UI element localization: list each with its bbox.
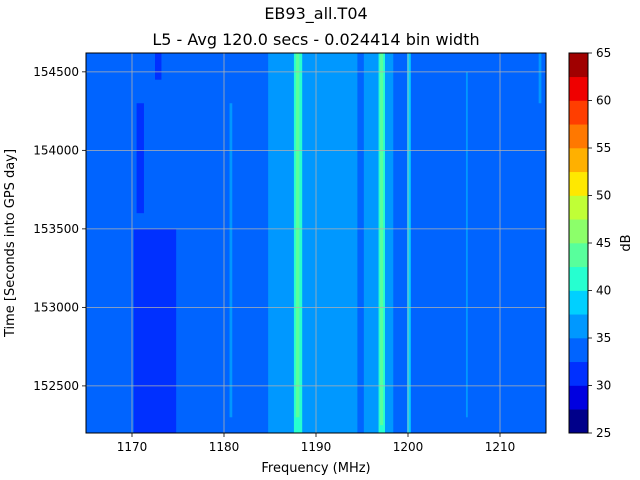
colorbar-tick-label: 45 (596, 236, 611, 250)
colorbar-swatch (569, 409, 588, 434)
colorbar-swatch (569, 290, 588, 315)
x-tick-label: 1180 (209, 440, 240, 454)
heatmap-band-4 (268, 53, 358, 433)
x-tick-label: 1210 (485, 440, 516, 454)
heatmap-band-6 (229, 103, 233, 418)
colorbar-swatch (569, 338, 588, 363)
plot-area (85, 52, 547, 434)
colorbar: 25 30 35 40 45 50 55 60 65 dB (568, 46, 634, 440)
colorbar-tick-label: 55 (596, 141, 611, 155)
grid (86, 53, 546, 433)
y-tick-label: 153000 (33, 300, 79, 314)
colorbar-tick-label: 50 (596, 189, 611, 203)
heatmap-band-13 (379, 53, 384, 426)
heatmap-band-1 (133, 228, 177, 433)
colorbar-swatch (569, 124, 588, 149)
colorbar-swatches (569, 53, 588, 434)
heatmap-band-8 (538, 53, 542, 104)
heatmap-band-3 (155, 53, 162, 80)
colorbar-swatch (569, 314, 588, 339)
colorbar-swatch (569, 148, 588, 173)
y-axis-label: Time [Seconds into GPS day] (3, 149, 18, 338)
colorbar-swatch (569, 100, 588, 125)
chart-title: EB93_all.T04 (264, 4, 367, 24)
colorbar-tick-label: 25 (596, 426, 611, 440)
x-tick-label: 1200 (393, 440, 424, 454)
colorbar-swatch (569, 53, 588, 78)
colorbar-tick-label: 35 (596, 331, 611, 345)
colorbar-tick-label: 60 (596, 94, 611, 108)
colorbar-swatch (569, 219, 588, 244)
colorbar-tick-label: 65 (596, 46, 611, 60)
colorbar-swatch (569, 385, 588, 410)
heatmap-band-7 (465, 71, 468, 418)
y-tick-label: 153500 (33, 222, 79, 236)
heatmap-band-2 (136, 103, 144, 214)
x-tick-label: 1190 (301, 440, 332, 454)
x-axis: 1170 1180 1190 1200 1210 (117, 433, 516, 454)
y-axis: 152500 153000 153500 154000 154500 (33, 65, 86, 393)
heatmap-band-11 (407, 53, 411, 433)
x-axis-label: Frequency (MHz) (261, 461, 370, 476)
colorbar-tick-label: 40 (596, 284, 611, 298)
colorbar-swatch (569, 76, 588, 101)
y-tick-label: 152500 (33, 379, 79, 393)
chart-subtitle: L5 - Avg 120.0 secs - 0.024414 bin width (152, 30, 479, 49)
y-tick-label: 154500 (33, 65, 79, 79)
x-tick-label: 1170 (117, 440, 148, 454)
colorbar-swatch (569, 361, 588, 386)
colorbar-swatch (569, 195, 588, 220)
colorbar-ticks: 25 30 35 40 45 50 55 60 65 (588, 46, 611, 440)
colorbar-tick-label: 30 (596, 379, 611, 393)
y-tick-label: 154000 (33, 143, 79, 157)
colorbar-swatch (569, 243, 588, 268)
heatmap-band-12 (295, 53, 300, 418)
colorbar-label: dB (619, 234, 634, 251)
colorbar-swatch (569, 266, 588, 291)
colorbar-swatch (569, 171, 588, 196)
